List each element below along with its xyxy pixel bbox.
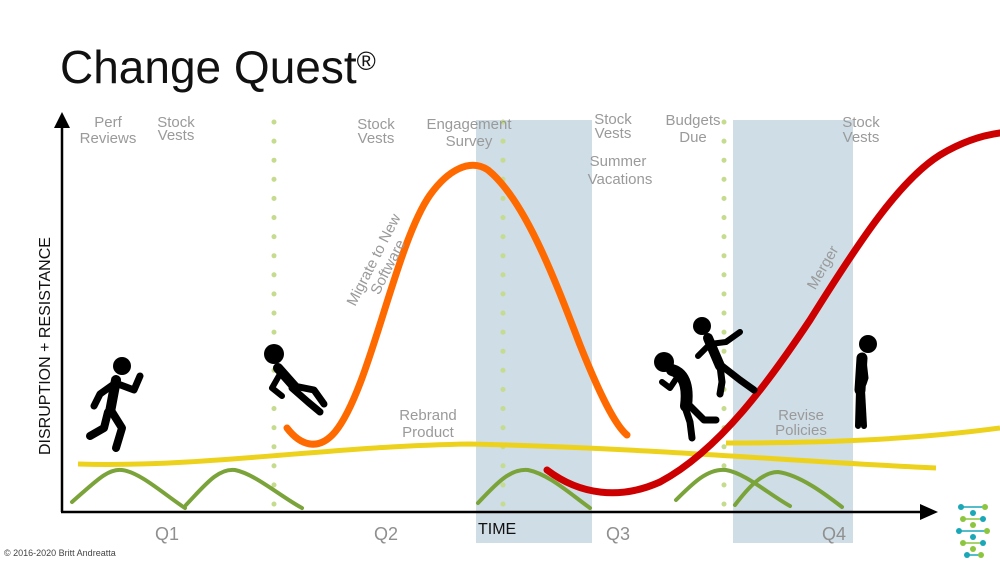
event-due: Due bbox=[679, 129, 707, 146]
yellow-line-main bbox=[77, 441, 937, 471]
event-stock-2: Stock bbox=[357, 116, 395, 133]
red-change-curve bbox=[543, 129, 1000, 497]
revise-line-1: Revise bbox=[778, 407, 824, 424]
event-vests-4: Vests bbox=[843, 129, 880, 146]
event-vests-2: Vests bbox=[358, 130, 395, 147]
falling-person-icon bbox=[693, 317, 758, 398]
event-label: Stock Vests bbox=[842, 114, 880, 146]
migrate-software-label: Migrate to NewSoftware bbox=[344, 211, 419, 316]
sad-person-icon bbox=[854, 335, 877, 429]
event-label: Stock Vests bbox=[594, 111, 632, 142]
quarter-label-3: Q3 bbox=[606, 524, 630, 544]
green-bump-2 bbox=[184, 467, 304, 510]
event-engagement: Engagement bbox=[426, 116, 512, 133]
event-survey: Survey bbox=[446, 133, 493, 150]
event-vests-3: Vests bbox=[595, 125, 632, 142]
quarter-label-2: Q2 bbox=[374, 524, 398, 544]
event-perf: Perf bbox=[94, 114, 122, 131]
green-bump-4 bbox=[674, 467, 792, 508]
event-reviews: Reviews bbox=[80, 130, 137, 147]
title-text: Change Quest bbox=[60, 41, 357, 93]
x-axis-arrow bbox=[920, 504, 938, 520]
green-bump-1 bbox=[70, 467, 187, 510]
event-stock-3: Stock bbox=[594, 111, 632, 128]
yellow-line-revise bbox=[725, 425, 1000, 446]
quarter-label-4: Q4 bbox=[822, 524, 846, 544]
falling-person-icon bbox=[264, 344, 328, 416]
page-title: Change Quest® bbox=[60, 40, 376, 94]
event-label: Summer Vacations bbox=[588, 153, 653, 188]
rebrand-line-1: Rebrand bbox=[399, 407, 457, 424]
event-budgets: Budgets bbox=[665, 112, 720, 129]
event-label: Stock Vests bbox=[357, 116, 395, 147]
registered-mark: ® bbox=[356, 46, 376, 76]
event-label: Engagement Survey bbox=[426, 116, 512, 150]
orange-change-curve bbox=[283, 161, 631, 448]
rebrand-product-label: Rebrand Product bbox=[399, 407, 457, 441]
green-bump-5 bbox=[733, 469, 844, 509]
shaded-period-q4 bbox=[733, 120, 853, 543]
rebrand-line-2: Product bbox=[402, 424, 455, 441]
copyright-notice: © 2016-2020 Britt Andreatta bbox=[4, 548, 116, 558]
revise-line-2: Policies bbox=[775, 422, 827, 439]
event-stock-4: Stock bbox=[842, 114, 880, 131]
event-label: Stock Vests bbox=[157, 114, 195, 144]
x-axis-label: TIME bbox=[478, 521, 516, 538]
event-label: Perf Reviews bbox=[80, 114, 137, 147]
event-stock-1: Stock bbox=[157, 114, 195, 131]
event-vests-1: Vests bbox=[158, 127, 195, 144]
hunched-person-icon bbox=[654, 352, 720, 442]
event-summer: Summer bbox=[590, 153, 647, 170]
event-vacations: Vacations bbox=[588, 171, 653, 188]
y-axis-arrow bbox=[54, 112, 70, 128]
revise-policies-label: Revise Policies bbox=[775, 407, 827, 439]
logo-icon bbox=[956, 504, 990, 558]
green-bump-3 bbox=[476, 467, 592, 510]
y-axis-label: DISRUPTION + RESISTANCE bbox=[37, 237, 54, 455]
quarter-label-1: Q1 bbox=[155, 524, 179, 544]
green-curves bbox=[70, 467, 844, 510]
running-person-icon bbox=[86, 357, 144, 452]
event-label: Budgets Due bbox=[665, 112, 720, 146]
